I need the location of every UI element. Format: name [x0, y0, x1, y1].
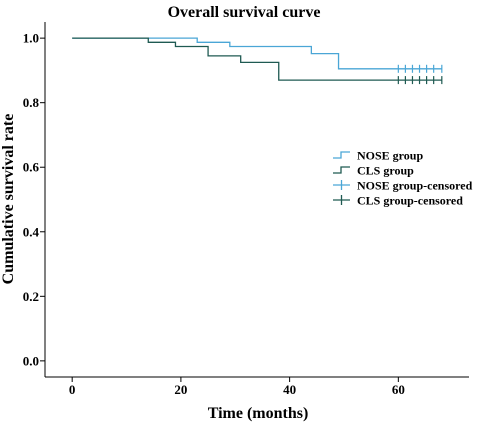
x-tick-label: 60 [392, 382, 405, 397]
x-tick-label: 0 [69, 382, 76, 397]
legend-item: CLS group-censored [333, 194, 463, 208]
y-axis-title: Cumulative survival rate [0, 114, 17, 285]
ticks: 0 20 40 60 0.0 0.2 0.4 0.6 0.8 1.0 [23, 31, 405, 397]
y-tick-label: 0.0 [23, 353, 39, 368]
legend-label: CLS group [357, 164, 414, 178]
y-tick-label: 0.6 [23, 160, 40, 175]
nose-group-survival-line [72, 37, 442, 70]
x-tick-label: 20 [174, 382, 187, 397]
chart-title: Overall survival curve [168, 4, 321, 21]
legend-line-swatch [333, 151, 350, 159]
legend-item: NOSE group-censored [333, 179, 473, 193]
legend-label: CLS group-censored [357, 194, 463, 208]
legend-line-swatch [333, 166, 350, 174]
y-tick-label: 0.8 [23, 95, 40, 110]
legend-item: NOSE group [333, 149, 423, 163]
x-tick-label: 40 [283, 382, 296, 397]
y-tick-label: 1.0 [23, 31, 39, 46]
legend-label: NOSE group [357, 149, 423, 163]
legend-label: NOSE group-censored [357, 179, 473, 193]
y-tick-label: 0.2 [23, 289, 39, 304]
x-axis-title: Time (months) [208, 405, 309, 422]
y-tick-label: 0.4 [23, 224, 40, 239]
cls-group-survival-line [72, 37, 442, 81]
legend-item: CLS group [333, 164, 414, 178]
plot-area [72, 37, 443, 85]
